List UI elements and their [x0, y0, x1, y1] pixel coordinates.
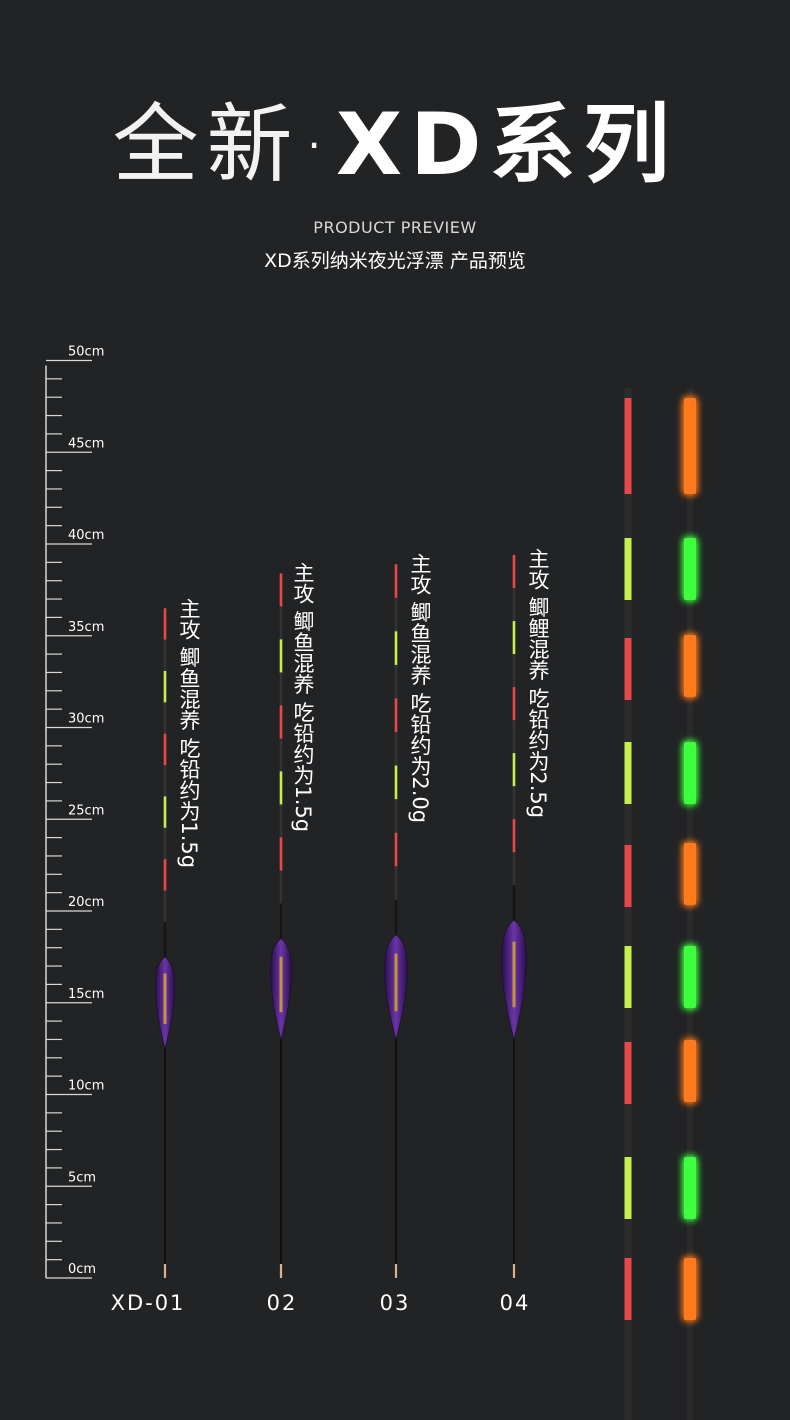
day-red-band	[624, 1258, 632, 1320]
day-red-band	[624, 398, 632, 494]
tip-segment	[279, 771, 283, 805]
tip-segment	[394, 597, 398, 632]
night-orange-glow	[684, 843, 696, 905]
gold-label	[512, 941, 516, 1008]
model-label: 02	[267, 1291, 298, 1315]
tip-segment	[394, 832, 398, 867]
night-green-glow	[684, 946, 696, 1008]
title-thin: 全新·	[112, 95, 336, 195]
tip-segment	[512, 786, 516, 820]
day-red-band	[624, 638, 632, 700]
tip-closeups	[624, 388, 696, 1420]
float-description: 主攻 鲫鲤混养 吃铅约为2.5g	[526, 548, 550, 819]
tip-segment	[512, 819, 516, 853]
tip-segment	[394, 564, 398, 599]
tip-segment	[512, 852, 516, 886]
float-1: XD-01	[111, 608, 186, 1315]
model-label: 04	[500, 1291, 531, 1315]
day-green-band	[624, 742, 632, 804]
ruler-label: 20cm	[68, 895, 104, 910]
ruler-label: 30cm	[68, 712, 104, 727]
measuring-ruler: 0cm 5cm 10cm 15cm 20cm 25cm 30cm 35cm 40cm 45cm 50…	[45, 345, 104, 1279]
float-3: 03	[380, 564, 411, 1315]
gold-label	[279, 956, 283, 1013]
tip-segment	[279, 672, 283, 706]
night-orange-glow	[684, 1040, 696, 1102]
tip-segment	[512, 654, 516, 688]
tip-segment	[163, 608, 167, 640]
tip-segment	[163, 765, 167, 797]
tip-segment	[163, 859, 167, 891]
model-label: 03	[380, 1291, 411, 1315]
ruler-label: 50cm	[68, 345, 104, 360]
tip-segment	[394, 631, 398, 666]
ruler-label: 25cm	[68, 803, 104, 818]
tip-segment	[394, 799, 398, 834]
tip-segment	[279, 870, 283, 904]
night-orange-glow	[684, 398, 696, 494]
float-2: 02	[267, 573, 298, 1315]
tip-segment	[163, 796, 167, 829]
tip-segment	[279, 804, 283, 838]
tip-segment	[163, 702, 167, 735]
ruler-label: 10cm	[68, 1079, 104, 1094]
day-red-band	[624, 1042, 632, 1104]
tip-segment	[163, 639, 167, 672]
tip-segment	[279, 837, 283, 871]
gold-label	[394, 953, 398, 1012]
tip-segment	[394, 664, 398, 699]
ruler-label: 15cm	[68, 987, 104, 1002]
gold-label	[163, 973, 167, 1024]
tip-segment	[512, 720, 516, 754]
float-description: 主攻 鲫鱼混养 吃铅约为1.5g	[291, 562, 315, 833]
tip-segment	[394, 732, 398, 766]
tip-segment	[512, 588, 516, 622]
tip-segment	[394, 765, 398, 800]
night-green-glow	[684, 1157, 696, 1219]
night-orange-glow	[684, 1258, 696, 1320]
subtitle-english: PRODUCT PREVIEW	[313, 218, 477, 237]
day-green-band	[624, 946, 632, 1008]
title-bold: XD系列	[335, 95, 678, 195]
day-green-band	[624, 1157, 632, 1219]
tip-segment	[163, 670, 167, 703]
float-group: XD-01 02 03 04	[111, 555, 531, 1315]
tip-segment	[512, 753, 516, 787]
tip-segment	[163, 890, 167, 923]
ruler-label: 5cm	[68, 1170, 96, 1185]
ruler-label: 0cm	[68, 1262, 96, 1277]
tip-segment	[279, 738, 283, 772]
tip-segment	[512, 621, 516, 655]
float-description: 主攻 鲫鱼混养 吃铅约为2.0g	[408, 553, 432, 824]
tip-segment	[512, 555, 516, 589]
night-orange-glow	[684, 635, 696, 697]
tip-segment	[163, 733, 167, 766]
float-description: 主攻 鲫鱼混养 吃铅约为1.5g	[177, 598, 201, 869]
ruler-label: 45cm	[68, 436, 104, 451]
day-green-band	[624, 538, 632, 600]
tip-segment	[394, 698, 398, 733]
tip-segment	[394, 866, 398, 901]
ruler-label: 35cm	[68, 620, 104, 635]
tip-segment	[163, 827, 167, 860]
tip-segment	[279, 606, 283, 640]
tip-segment	[279, 705, 283, 739]
ruler-label: 40cm	[68, 528, 104, 543]
day-red-band	[624, 845, 632, 907]
tip-segment	[279, 639, 283, 673]
subtitle-chinese: XD系列纳米夜光浮漂 产品预览	[264, 250, 526, 272]
night-green-glow	[684, 742, 696, 804]
tip-segment	[512, 687, 516, 721]
model-label: XD-01	[111, 1291, 186, 1315]
float-4: 04	[500, 555, 531, 1315]
tip-segment	[279, 573, 283, 607]
night-green-glow	[684, 538, 696, 600]
page-title: 全新·XD系列	[0, 95, 790, 195]
